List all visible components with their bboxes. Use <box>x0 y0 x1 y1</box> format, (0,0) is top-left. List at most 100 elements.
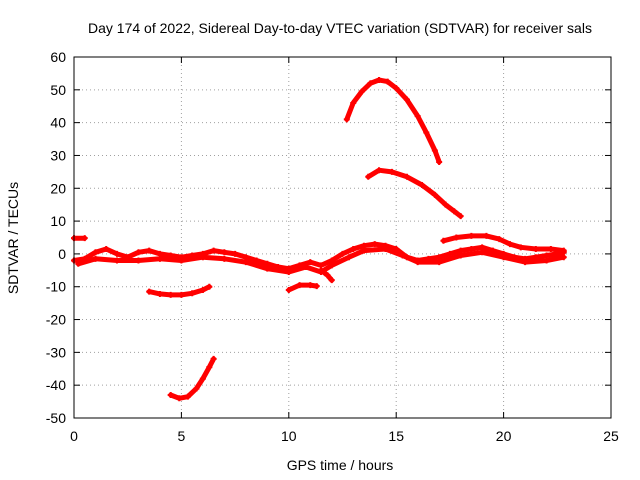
x-axis-label: GPS time / hours <box>287 457 394 473</box>
data-point <box>178 291 185 298</box>
data-point <box>221 249 228 256</box>
data-point <box>167 392 174 399</box>
data-point <box>193 385 200 392</box>
data-point <box>75 260 82 267</box>
data-point <box>360 247 367 254</box>
data-point <box>547 245 554 252</box>
data-point <box>371 241 378 248</box>
data-point <box>436 259 443 266</box>
data-point <box>522 259 529 266</box>
data-point <box>468 245 475 252</box>
data-point <box>453 234 460 241</box>
data-point <box>500 254 507 261</box>
data-point <box>457 213 464 220</box>
data-point <box>414 259 421 266</box>
data-point <box>103 245 110 252</box>
data-point <box>483 232 490 239</box>
data-point <box>414 113 421 120</box>
data-point <box>367 80 374 87</box>
data-point <box>403 96 410 103</box>
x-axis-ticks: 0 5 10 15 20 25 <box>70 57 619 444</box>
data-point <box>221 255 228 262</box>
y-tick-label: 10 <box>50 213 66 229</box>
data-point <box>285 268 292 275</box>
data-point <box>135 257 142 264</box>
data-point <box>324 272 331 279</box>
data-point <box>388 168 395 175</box>
data-point <box>296 282 303 289</box>
y-tick-label: -40 <box>46 377 66 393</box>
data-point <box>178 257 185 264</box>
y-axis-ticks: -50 -40 -30 -20 -10 0 10 20 30 40 50 60 <box>46 49 611 426</box>
x-tick-label: 25 <box>603 428 619 444</box>
series-arc-main-band-b <box>75 246 567 275</box>
series-arc-upper-mid <box>365 167 464 219</box>
data-point <box>560 254 567 261</box>
data-point <box>418 181 425 188</box>
data-point <box>253 257 260 264</box>
data-point <box>232 250 239 257</box>
data-point <box>199 287 206 294</box>
y-tick-label: 0 <box>58 246 66 262</box>
data-point <box>113 257 120 264</box>
data-point <box>517 244 524 251</box>
data-point <box>285 287 292 294</box>
data-point <box>167 291 174 298</box>
data-point <box>457 252 464 259</box>
y-tick-label: -30 <box>46 344 66 360</box>
series-arc-neg-43 <box>168 356 217 401</box>
data-point <box>446 250 453 257</box>
series-arc-right-upper <box>441 233 567 254</box>
data-point <box>313 283 320 290</box>
data-point <box>206 283 213 290</box>
y-tick-label: 60 <box>50 49 66 65</box>
data-point <box>431 191 438 198</box>
data-point <box>242 259 249 266</box>
x-tick-label: 5 <box>178 428 186 444</box>
data-point <box>339 250 346 257</box>
data-point <box>384 78 391 85</box>
series-arc-upper-peak <box>344 77 442 165</box>
x-tick-label: 20 <box>496 428 512 444</box>
chart-title: Day 174 of 2022, Sidereal Day-to-day VTE… <box>88 20 592 36</box>
data-series <box>71 76 567 402</box>
data-point <box>442 201 449 208</box>
data-point <box>423 129 430 136</box>
x-tick-label: 0 <box>70 428 78 444</box>
y-tick-label: -50 <box>46 410 66 426</box>
data-point <box>358 88 365 95</box>
data-point <box>302 264 309 271</box>
data-point <box>156 255 163 262</box>
data-point <box>350 245 357 252</box>
data-point <box>156 290 163 297</box>
grid-lines <box>74 57 611 418</box>
data-point <box>468 232 475 239</box>
data-point <box>507 241 514 248</box>
data-point <box>350 99 357 106</box>
data-point <box>176 395 183 402</box>
data-point <box>199 254 206 261</box>
y-tick-label: -10 <box>46 279 66 295</box>
data-point <box>382 245 389 252</box>
data-point <box>189 290 196 297</box>
data-point <box>496 236 503 243</box>
data-point <box>318 267 325 274</box>
y-tick-label: -20 <box>46 312 66 328</box>
data-point <box>376 76 383 83</box>
x-tick-label: 10 <box>281 428 297 444</box>
data-point <box>393 85 400 92</box>
y-axis-label: SDTVAR / TECUs <box>5 182 21 294</box>
data-point <box>206 364 213 371</box>
data-point <box>479 249 486 256</box>
data-point <box>376 167 383 174</box>
series-arc-small-dip <box>286 282 320 293</box>
data-point <box>210 247 217 254</box>
data-point <box>307 282 314 289</box>
data-point <box>343 116 350 123</box>
plot-frame <box>73 56 612 419</box>
data-point <box>532 245 539 252</box>
data-point <box>328 277 335 284</box>
data-point <box>345 254 352 261</box>
data-point <box>328 262 335 269</box>
